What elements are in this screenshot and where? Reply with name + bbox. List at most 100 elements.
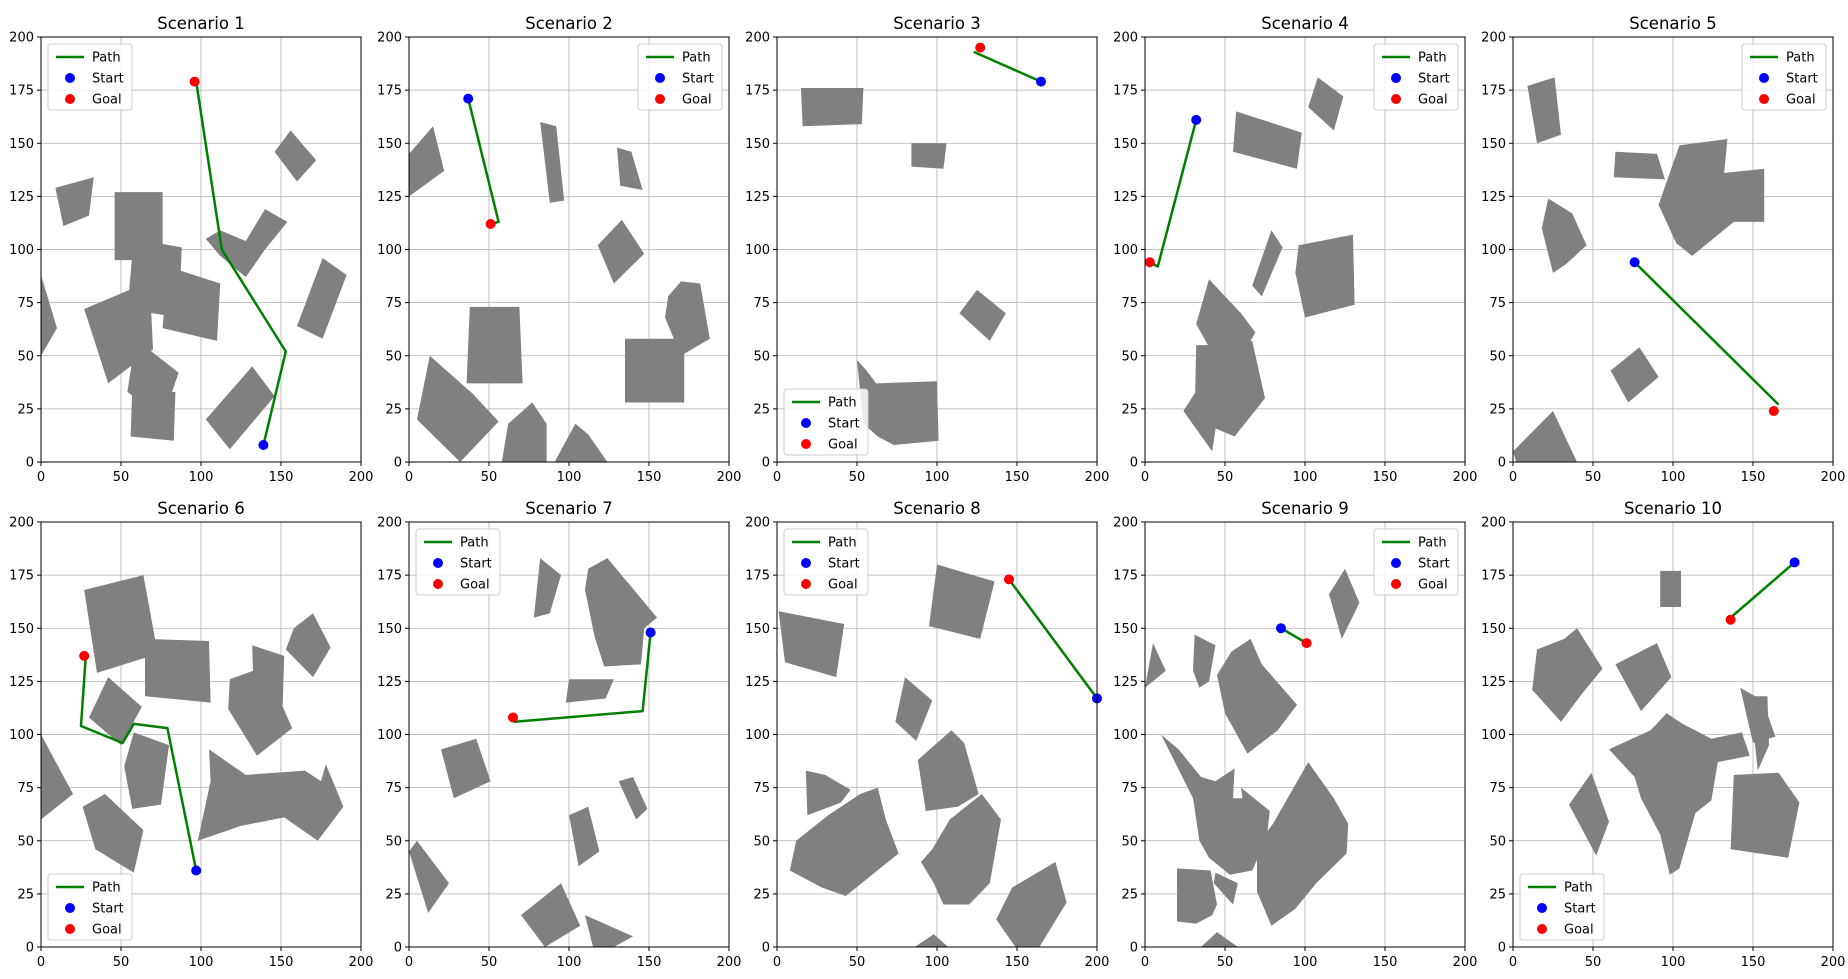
obstacle	[124, 732, 169, 809]
obstacle	[1213, 872, 1238, 905]
obstacle	[1660, 570, 1681, 607]
obstacle	[617, 147, 643, 190]
obstacle	[521, 883, 581, 947]
y-tick-label-4: 50	[1121, 349, 1138, 364]
y-tick-label-10: 25	[1489, 887, 1506, 902]
y-tick-label-7: 75	[385, 781, 402, 796]
obstacle	[41, 734, 73, 820]
x-tick-label-2: 50	[481, 470, 498, 485]
y-tick-label-3: 100	[745, 243, 770, 258]
x-tick-label-6: 200	[349, 955, 374, 970]
obstacle	[1177, 868, 1217, 924]
x-tick-label-6: 150	[269, 955, 294, 970]
obstacle-group-2	[409, 122, 710, 462]
obstacle	[1161, 734, 1270, 875]
x-tick-label-1: 100	[189, 470, 214, 485]
obstacle	[1610, 347, 1659, 403]
y-tick-label-8: 175	[745, 569, 770, 584]
y-tick-label-7: 200	[377, 516, 402, 531]
x-tick-label-8: 100	[925, 955, 950, 970]
obstacle	[89, 677, 142, 746]
obstacle	[55, 177, 94, 227]
x-tick-label-10: 150	[1741, 955, 1766, 970]
x-tick-label-4: 50	[1217, 470, 1234, 485]
obstacle	[597, 219, 645, 284]
y-tick-label-4: 0	[1130, 456, 1138, 471]
legend-6: Path Start Goal	[47, 873, 133, 941]
subplot-9: 0 50 100 150 200 0 25 50 75 100 125 150 175 200 Scenar…	[1113, 499, 1477, 970]
y-tick-label-5: 175	[1481, 84, 1506, 99]
y-tick-label-8: 50	[753, 834, 770, 849]
x-tick-label-10: 100	[1661, 955, 1686, 970]
obstacle	[1308, 77, 1344, 131]
legend-box-10	[1519, 873, 1605, 941]
y-tick-label-9: 175	[1113, 569, 1138, 584]
y-tick-label-2: 0	[394, 456, 402, 471]
y-tick-label-7: 150	[377, 622, 402, 637]
y-tick-label-8: 200	[745, 516, 770, 531]
chart-title-1: Scenario 1	[157, 14, 244, 33]
start-marker-5	[1629, 257, 1640, 268]
y-tick-label-8: 75	[753, 781, 770, 796]
legend-start-label-6: Start	[92, 902, 124, 917]
y-tick-label-8: 100	[745, 728, 770, 743]
x-tick-label-1: 50	[113, 470, 130, 485]
y-tick-label-1: 100	[9, 243, 34, 258]
y-tick-label-2: 200	[377, 31, 402, 46]
x-tick-label-10: 50	[1585, 955, 1602, 970]
chart-title-2: Scenario 2	[525, 14, 612, 33]
y-tick-label-4: 150	[1113, 137, 1138, 152]
obstacle	[1615, 643, 1672, 712]
path-line-10	[1729, 561, 1796, 619]
obstacle-group-6	[41, 575, 344, 873]
y-tick-label-4: 200	[1113, 31, 1138, 46]
y-tick-label-7: 0	[394, 941, 402, 956]
y-tick-label-7: 100	[377, 728, 402, 743]
obstacle	[205, 209, 288, 278]
y-tick-label-5: 125	[1481, 190, 1506, 205]
x-tick-label-5: 150	[1741, 470, 1766, 485]
legend-start-label-9: Start	[1418, 557, 1450, 572]
goal-marker-3	[975, 42, 986, 53]
y-tick-label-1: 125	[9, 190, 34, 205]
legend-3: Path Start Goal	[783, 388, 869, 456]
obstacle	[857, 360, 939, 445]
x-tick-label-4: 150	[1373, 470, 1398, 485]
obstacle	[1730, 772, 1800, 858]
legend-path-label-2: Path	[682, 51, 711, 66]
obstacle	[1217, 638, 1297, 754]
x-tick-label-6: 0	[37, 955, 45, 970]
x-tick-label-5: 200	[1821, 470, 1846, 485]
y-tick-label-10: 0	[1498, 941, 1506, 956]
legend-start-swatch-7	[433, 558, 443, 568]
y-tick-label-1: 75	[17, 296, 34, 311]
y-tick-label-10: 50	[1489, 834, 1506, 849]
y-tick-label-6: 75	[17, 781, 34, 796]
legend-goal-swatch-4	[1391, 94, 1401, 104]
x-tick-label-3: 150	[1005, 470, 1030, 485]
legend-goal-swatch-10	[1537, 924, 1547, 934]
x-tick-label-5: 50	[1585, 470, 1602, 485]
y-tick-label-9: 0	[1130, 941, 1138, 956]
chart-title-5: Scenario 5	[1629, 14, 1716, 33]
legend-start-label-1: Start	[92, 72, 124, 87]
legend-start-label-3: Start	[828, 417, 860, 432]
obstacle	[441, 738, 491, 799]
legend-start-label-10: Start	[1564, 902, 1596, 917]
y-tick-label-2: 150	[377, 137, 402, 152]
chart-title-8: Scenario 8	[893, 499, 980, 518]
y-tick-label-1: 0	[26, 456, 34, 471]
obstacle	[82, 794, 144, 873]
obstacle	[41, 275, 57, 356]
x-tick-label-8: 200	[1085, 955, 1110, 970]
legend-4: Path Start Goal	[1373, 43, 1459, 111]
chart-title-3: Scenario 3	[893, 14, 980, 33]
x-tick-label-9: 200	[1453, 955, 1478, 970]
goal-marker-4	[1144, 257, 1155, 268]
subplot-10: 0 50 100 150 200 0 25 50 75 100 125 150 175 200 Scenar…	[1481, 499, 1845, 970]
y-tick-label-6: 25	[17, 887, 34, 902]
y-tick-label-10: 100	[1481, 728, 1506, 743]
start-marker-9	[1276, 623, 1286, 634]
obstacle	[805, 770, 851, 816]
y-tick-label-8: 125	[745, 675, 770, 690]
